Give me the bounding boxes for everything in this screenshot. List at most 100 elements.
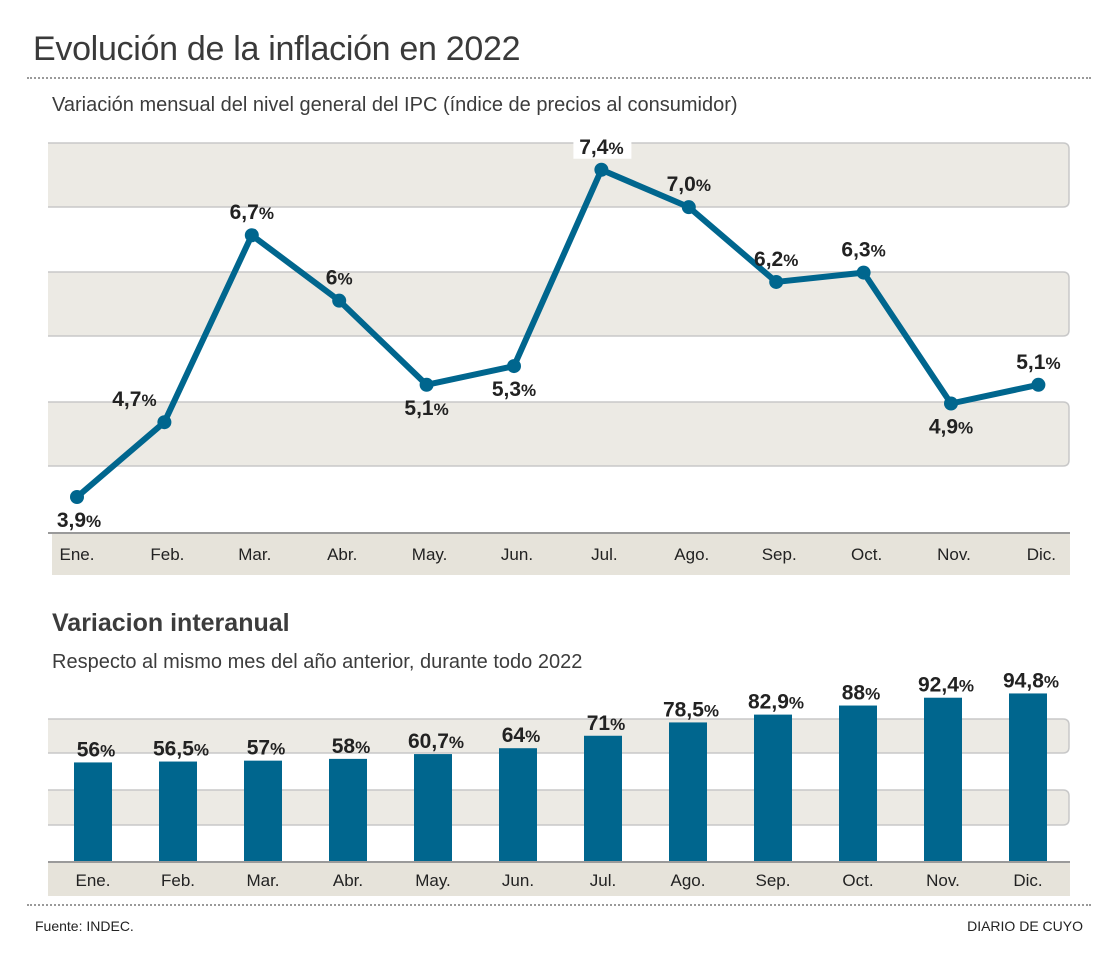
- bar-label-value: 56,5: [153, 738, 194, 761]
- bar-label: 60,7%: [408, 730, 464, 753]
- bar: [414, 754, 452, 862]
- x-axis-band: [48, 862, 1070, 896]
- data-label-suffix: %: [337, 270, 352, 289]
- bar: [754, 714, 792, 862]
- data-label-value: 5,3: [492, 378, 521, 401]
- bar-label-value: 92,4: [918, 674, 959, 697]
- data-label-value: 7,0: [667, 173, 696, 196]
- data-label-value: 6,2: [754, 248, 783, 271]
- data-label-suffix: %: [86, 512, 101, 531]
- bar-chart: 56% 56,5% 57% 58% 60,7% 64%71%78,5% 82,9% 88% 92…: [48, 669, 1070, 896]
- bar-label-suffix: %: [100, 741, 115, 760]
- x-tick-label: Abr.: [327, 545, 357, 564]
- bar-label: 94,8%: [1003, 669, 1059, 692]
- x-tick-label: Mar.: [246, 871, 279, 890]
- bar: [1009, 693, 1047, 862]
- data-label-suffix: %: [608, 139, 623, 158]
- data-label-value: 3,9: [57, 509, 86, 532]
- x-tick-label: Ago.: [671, 871, 706, 890]
- bar-label-value: 94,8: [1003, 669, 1044, 692]
- data-point: [681, 200, 696, 215]
- x-tick-label: Ene.: [76, 871, 111, 890]
- data-label: 6,3%: [841, 239, 885, 262]
- bar-label: 56,5%: [153, 738, 209, 761]
- grid-band: [48, 143, 1069, 207]
- x-tick-label: Nov.: [926, 871, 960, 890]
- x-tick-label: Dic.: [1027, 545, 1056, 564]
- x-tick-label: Feb.: [150, 545, 184, 564]
- bar: [499, 748, 537, 862]
- data-point: [419, 377, 434, 392]
- x-tick-label: May.: [415, 871, 451, 890]
- page-title: Evolución de la inflación en 2022: [33, 30, 521, 68]
- bar-label-value: 60,7: [408, 730, 449, 753]
- bar: [924, 697, 962, 862]
- data-point: [70, 490, 84, 504]
- grid-band: [48, 272, 1069, 336]
- data-point: [1031, 377, 1046, 392]
- data-label-value: 6,3: [841, 239, 870, 262]
- data-label-value: 7,4: [579, 136, 609, 159]
- bar-label-value: 64: [502, 724, 526, 747]
- source-note: Fuente: INDEC.: [35, 918, 134, 934]
- data-label-suffix: %: [1045, 354, 1060, 373]
- data-label-suffix: %: [141, 391, 156, 410]
- grid-band-border: [48, 401, 1070, 467]
- grid-band-border: [48, 142, 1070, 208]
- data-label: 6,7%: [230, 201, 274, 224]
- bar-label-suffix: %: [525, 727, 540, 746]
- bar-label: 71%: [587, 712, 625, 735]
- x-tick-label: Ago.: [674, 545, 709, 564]
- data-label-suffix: %: [434, 400, 449, 419]
- x-tick-label: Oct.: [851, 545, 882, 564]
- x-tick-label: Jul.: [591, 545, 617, 564]
- bar-label: 88%: [842, 682, 880, 705]
- data-label-value: 5,1: [1016, 351, 1046, 374]
- bar-label-suffix: %: [789, 694, 804, 713]
- bar-label-suffix: %: [959, 677, 974, 696]
- data-point: [856, 265, 871, 280]
- bar-label-value: 88: [842, 682, 866, 705]
- data-label-value: 4,9: [929, 416, 958, 439]
- bar-label-suffix: %: [449, 733, 464, 752]
- x-tick-label: Ene.: [60, 545, 95, 564]
- data-label: 7,0%: [667, 173, 711, 196]
- bar-label: 82,9%: [748, 691, 804, 714]
- x-tick-label: May.: [412, 545, 448, 564]
- data-label-suffix: %: [783, 251, 798, 270]
- publisher-brand: DIARIO DE CUYO: [967, 918, 1083, 934]
- x-tick-label: Sep.: [756, 871, 791, 890]
- bar-label: 56%: [77, 738, 115, 761]
- x-tick-label: Oct.: [842, 871, 873, 890]
- bar-label-value: 78,5: [663, 698, 704, 721]
- bar-label-value: 58: [332, 735, 356, 758]
- bar-label: 92,4%: [918, 674, 974, 697]
- bar-label-value: 82,9: [748, 691, 789, 714]
- x-tick-label: Sep.: [762, 545, 797, 564]
- series-line: [75, 166, 1040, 500]
- x-tick-label: Jul.: [590, 871, 616, 890]
- bar: [584, 735, 622, 862]
- grid-band: [48, 719, 1069, 753]
- bar: [74, 762, 112, 862]
- x-tick-label: Abr.: [333, 871, 363, 890]
- data-label-suffix: %: [521, 381, 536, 400]
- line-chart: Ene. Feb. Mar. Abr. May. Jun. Jul. Ago. Sep. Oct.…: [48, 132, 1070, 575]
- x-tick-label: Feb.: [161, 871, 195, 890]
- grid-band-border: [48, 718, 1070, 754]
- bar-label-suffix: %: [1044, 672, 1059, 691]
- bar-label-value: 56: [77, 738, 100, 761]
- bar: [244, 760, 282, 862]
- data-label: 5,1%: [1016, 351, 1060, 374]
- bar-label-value: 57: [247, 737, 270, 760]
- data-label: 4,7%: [112, 388, 156, 411]
- data-label-value: 5,1: [404, 397, 434, 420]
- bar-label-suffix: %: [194, 741, 209, 760]
- data-label-value: 4,7: [112, 388, 141, 411]
- grid-band-border: [48, 271, 1070, 337]
- bar-label-suffix: %: [865, 685, 880, 704]
- data-point: [332, 293, 347, 308]
- title-divider: [27, 77, 1091, 79]
- grid-band-border: [48, 789, 1070, 826]
